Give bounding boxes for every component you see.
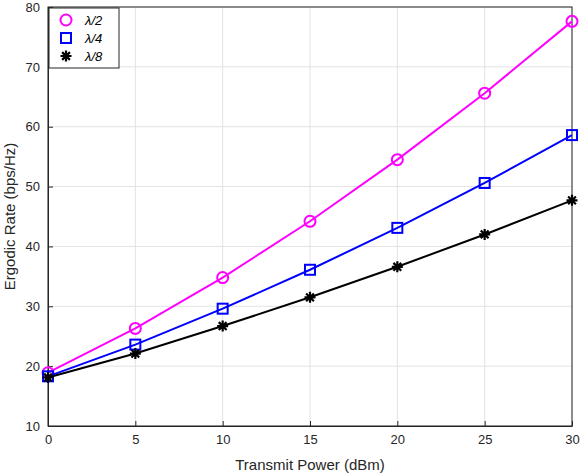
marker — [217, 272, 228, 283]
tick-label: 10 — [216, 432, 230, 447]
grid-line — [484, 7, 485, 426]
legend-label: λ/4 — [84, 31, 102, 46]
legend-label: λ/8 — [84, 49, 103, 64]
marker — [130, 323, 141, 334]
tick-mark — [397, 421, 398, 426]
tick-mark — [135, 421, 136, 426]
grid-line — [397, 7, 398, 426]
tick: 60 — [26, 119, 53, 134]
tick-label: 15 — [303, 432, 317, 447]
marker — [217, 321, 228, 332]
grid — [48, 7, 572, 426]
tick: 40 — [26, 239, 53, 254]
plot-frame — [48, 7, 572, 426]
tick-label: 30 — [26, 299, 40, 314]
marker — [567, 195, 578, 206]
marker — [480, 178, 490, 188]
grid-line — [48, 246, 572, 247]
marker — [392, 154, 403, 165]
tick: 25 — [478, 421, 492, 447]
marker — [305, 216, 316, 227]
tick-label: 50 — [26, 179, 40, 194]
marker — [305, 292, 316, 303]
tick-mark — [48, 246, 53, 247]
marker — [392, 223, 402, 233]
marker — [567, 16, 578, 27]
grid-line — [135, 7, 136, 426]
grid-line — [48, 306, 572, 307]
tick: 20 — [391, 421, 405, 447]
tick: 5 — [132, 421, 139, 447]
marker — [479, 229, 490, 240]
tick-label: 30 — [565, 432, 579, 447]
plot: 0 5 10 15 20 25 30 10 20 30 40 50 60 70 80 λ/2 λ/4 λ/8 — [26, 0, 580, 447]
x-axis-title: Transmit Power (dBm) — [235, 456, 384, 473]
tick: 10 — [216, 421, 230, 447]
series-line — [48, 21, 572, 372]
marker — [392, 261, 403, 272]
tick-mark — [48, 306, 53, 307]
grid-line — [48, 126, 572, 127]
tick-label: 5 — [132, 432, 139, 447]
tick: 30 — [26, 299, 53, 314]
tick-label: 20 — [391, 432, 405, 447]
chart: 0 5 10 15 20 25 30 10 20 30 40 50 60 70 80 λ/2 λ/4 λ/8 Tra… — [0, 0, 588, 476]
tick-mark — [485, 421, 486, 426]
legend-marker — [61, 51, 72, 62]
legend-label: λ/2 — [84, 13, 103, 28]
legend-box — [49, 8, 119, 68]
grid-line — [48, 66, 572, 67]
y-axis-title: Ergodic Rate (bps/Hz) — [1, 143, 18, 291]
plot-background — [48, 7, 572, 426]
marker — [305, 265, 315, 275]
series-line — [48, 135, 572, 376]
marker — [218, 304, 228, 314]
tick: 15 — [303, 421, 317, 447]
tick-label: 60 — [26, 119, 40, 134]
legend: λ/2 λ/4 λ/8 — [49, 8, 119, 68]
marker — [479, 88, 490, 99]
tick-label: 10 — [26, 419, 40, 434]
tick-label: 70 — [26, 60, 40, 75]
x-axis: 0 5 10 15 20 25 30 — [45, 421, 580, 447]
legend-marker — [61, 15, 72, 26]
tick-mark — [223, 421, 224, 426]
marker — [130, 348, 141, 359]
tick-mark — [310, 421, 311, 426]
tick: 50 — [26, 179, 53, 194]
marker — [567, 130, 577, 140]
tick-mark — [48, 187, 53, 188]
tick-label: 25 — [478, 432, 492, 447]
legend-marker — [61, 33, 71, 43]
grid-line — [222, 7, 223, 426]
tick-label: 40 — [26, 239, 40, 254]
grid-line — [48, 186, 572, 187]
tick-mark — [48, 127, 53, 128]
tick-label: 0 — [45, 432, 52, 447]
tick-label: 20 — [26, 359, 40, 374]
tick-label: 80 — [26, 0, 40, 15]
marks — [43, 16, 578, 383]
marker — [43, 372, 54, 383]
series-line — [48, 200, 572, 377]
grid-line — [48, 366, 572, 367]
